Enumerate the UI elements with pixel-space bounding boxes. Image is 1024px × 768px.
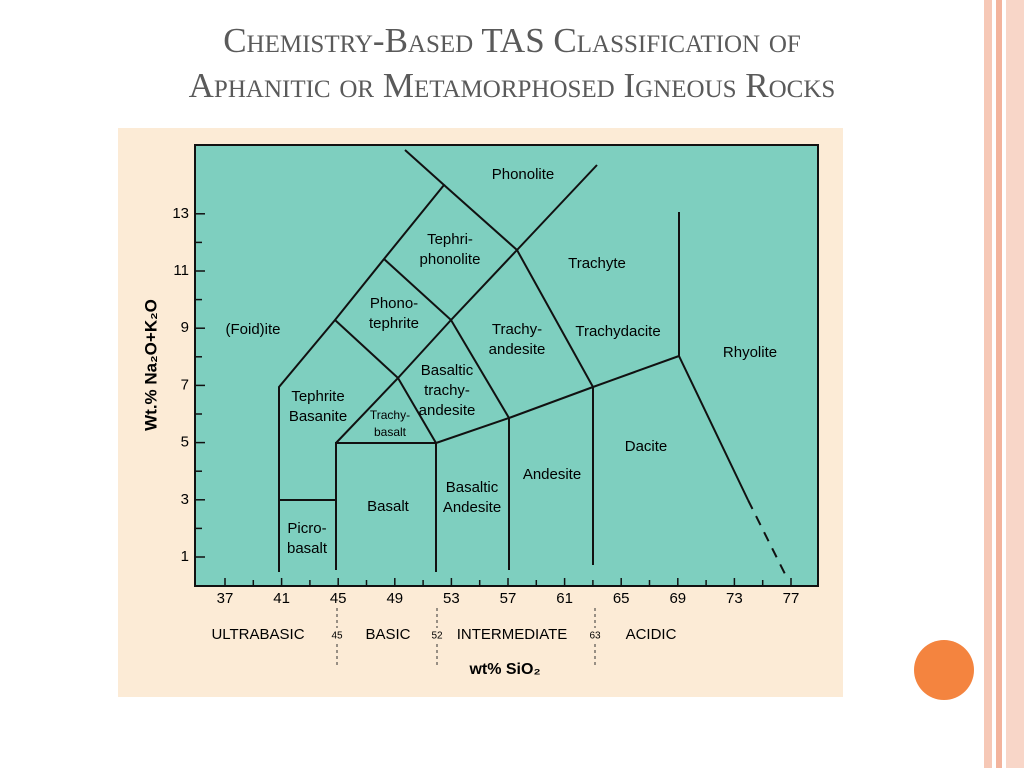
y-axis-title: Wt.% Na₂O+K₂O	[141, 299, 160, 431]
class-boundary-label: 45	[331, 631, 343, 642]
x-tick-label: 45	[330, 590, 347, 607]
x-tick-label: 77	[783, 590, 800, 607]
field-label: Phonolite	[492, 166, 555, 183]
stripe	[996, 0, 1002, 768]
label-mask	[587, 628, 603, 643]
field-label: Trachydacite	[575, 323, 660, 340]
y-tick-label: 5	[181, 434, 189, 451]
label-mask	[329, 628, 345, 643]
field-label: tephrite	[369, 315, 419, 332]
title-line: Chemistry-Based TAS Classification of	[223, 21, 801, 60]
x-tick-label: 37	[217, 590, 234, 607]
field-label: basalt	[374, 425, 407, 439]
field-boundaries	[278, 149, 789, 581]
boundary	[335, 376, 437, 444]
field-label: Tephri-	[427, 231, 473, 248]
decoration-circle	[914, 640, 974, 700]
field-label: Trachy-	[492, 321, 542, 338]
y-tick-label: 13	[172, 205, 189, 222]
x-tick-label: 41	[273, 590, 290, 607]
field-label: Andesite	[443, 499, 501, 516]
class-label: BASIC	[365, 626, 410, 643]
label-mask	[429, 628, 445, 643]
field-label: Rhyolite	[723, 344, 777, 361]
x-tick-label: 73	[726, 590, 743, 607]
y-tick-label: 9	[181, 319, 189, 336]
y-tick-label: 1	[181, 548, 189, 565]
field-label: (Foid)ite	[225, 321, 280, 338]
field-label: Basaltic	[446, 479, 499, 496]
field-label: phonolite	[420, 251, 481, 268]
boundary	[747, 499, 789, 581]
field-label: Picro-	[287, 520, 326, 537]
x-tick-label: 61	[556, 590, 573, 607]
class-label: ACIDIC	[626, 626, 677, 643]
y-tick-label: 7	[181, 376, 189, 393]
stripe	[984, 0, 992, 768]
field-label: Andesite	[523, 466, 581, 483]
title-line: Aphanitic or Metamorphosed Igneous Rocks	[188, 66, 836, 105]
class-boundary-label: 52	[431, 631, 443, 642]
plot-area	[194, 144, 819, 587]
field-label: basalt	[287, 540, 328, 557]
field-label: Basaltic	[421, 362, 474, 379]
field-label: Basalt	[367, 498, 410, 515]
class-label: INTERMEDIATE	[457, 626, 568, 643]
x-axis-title: wt% SiO₂	[468, 661, 540, 678]
field-label: andesite	[419, 402, 476, 419]
field-label: Phono-	[370, 295, 418, 312]
stripe	[1006, 0, 1024, 768]
y-tick-label: 3	[181, 491, 189, 508]
x-tick-label: 65	[613, 590, 630, 607]
slide-title: Chemistry-Based TAS Classification of Ap…	[0, 18, 1024, 108]
field-label: andesite	[489, 341, 546, 358]
field-label: Basanite	[289, 408, 347, 425]
y-tick-label: 11	[173, 262, 189, 279]
boundary	[678, 212, 749, 501]
x-tick-label: 49	[386, 590, 403, 607]
boundary	[334, 318, 510, 419]
boundary	[383, 248, 594, 388]
field-label: Dacite	[625, 438, 668, 455]
x-tick-label: 53	[443, 590, 460, 607]
x-tick-label: 69	[669, 590, 686, 607]
field-label: Trachy-	[370, 408, 410, 422]
field-label: Trachyte	[568, 255, 626, 272]
x-tick-label: 57	[500, 590, 517, 607]
field-label: trachy-	[424, 382, 470, 399]
class-boundary-label: 63	[589, 631, 601, 642]
class-label: ULTRABASIC	[211, 626, 304, 643]
field-label: Tephrite	[291, 388, 344, 405]
boundary	[278, 149, 446, 572]
